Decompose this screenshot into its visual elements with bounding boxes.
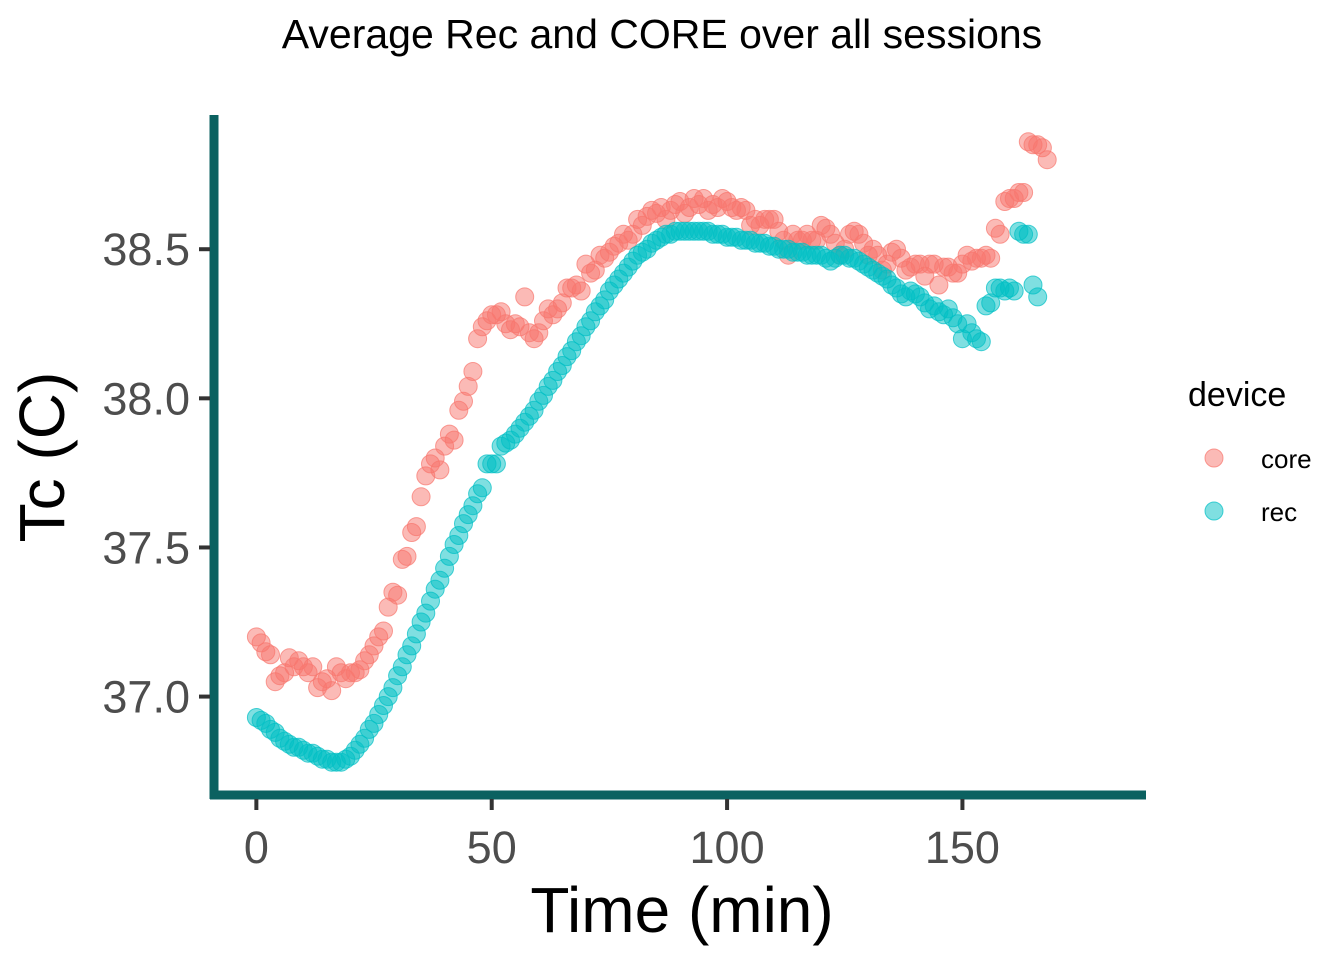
y-tick-label-3: 38.5	[102, 224, 190, 275]
point-rec-154	[971, 332, 991, 352]
point-core-27	[374, 621, 393, 641]
point-rec-166	[1028, 287, 1048, 307]
point-rec-51	[486, 454, 506, 474]
x-ticks-layer: 0 50 100 150	[244, 799, 1000, 873]
points-layer	[246, 132, 1057, 772]
x-tick-label-3: 150	[925, 822, 1000, 873]
legend-key-rec	[1204, 501, 1224, 521]
y-tick-label-2: 38.0	[102, 373, 190, 424]
x-axis-title: Time (min)	[530, 874, 833, 946]
point-rec-48	[472, 478, 492, 498]
y-ticks-layer: 37.0 37.5 38.0 38.5	[102, 224, 210, 723]
point-core-34	[406, 517, 426, 537]
point-core-39	[430, 460, 450, 480]
point-core-16	[322, 681, 342, 701]
point-core-145	[929, 275, 949, 295]
y-tick-label-1: 37.5	[102, 522, 190, 573]
x-tick-label-2: 100	[690, 822, 765, 873]
point-core-156	[981, 248, 1001, 268]
point-core-32	[397, 546, 417, 566]
point-core-163	[1014, 183, 1034, 202]
point-core-57	[515, 287, 535, 307]
point-core-168	[1037, 150, 1057, 170]
legend-title: device	[1188, 376, 1286, 414]
y-tick-label-0: 37.0	[102, 672, 190, 723]
point-core-35	[411, 487, 431, 507]
point-core-30	[388, 585, 408, 605]
x-tick-label-1: 50	[467, 822, 517, 873]
y-axis-title: Tc (C)	[6, 372, 78, 543]
chart-title: Average Rec and CORE over all sessions	[282, 11, 1042, 57]
x-tick-label-0: 0	[244, 822, 269, 873]
legend-label-rec: rec	[1261, 497, 1297, 527]
legend-label-core: core	[1261, 444, 1312, 474]
legend: device core rec	[1188, 376, 1312, 527]
point-rec-161	[1004, 281, 1024, 301]
point-core-46	[463, 362, 483, 381]
point-core-158	[990, 224, 1010, 244]
point-core-69	[571, 281, 591, 301]
point-core-3	[261, 645, 280, 665]
point-rec-164	[1018, 224, 1038, 244]
point-core-42	[444, 430, 464, 450]
point-core-12	[303, 657, 323, 677]
legend-key-core	[1204, 448, 1224, 468]
